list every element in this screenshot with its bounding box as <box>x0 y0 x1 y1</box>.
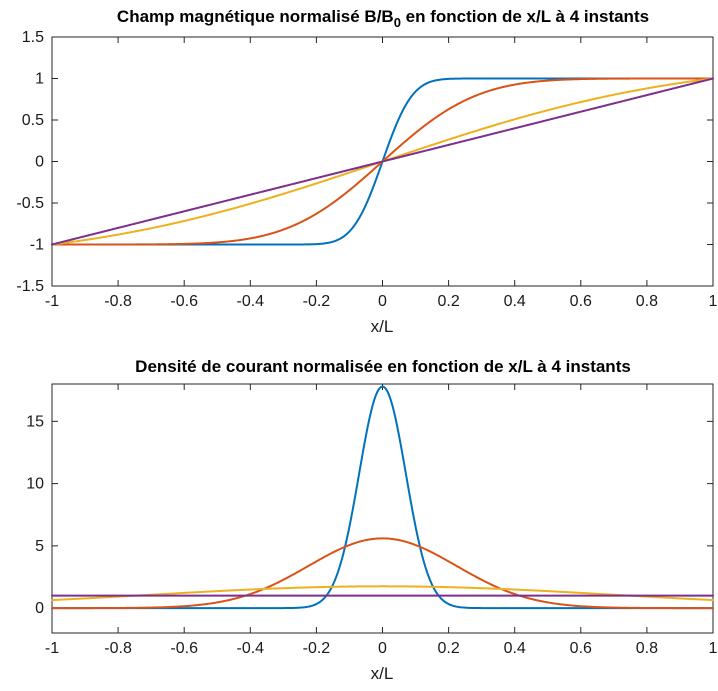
chart-current-density: Densité de courant normalisée en fonctio… <box>26 357 717 683</box>
x-tick-label: 0.8 <box>636 293 658 310</box>
x-tick-label: 0.6 <box>570 640 592 657</box>
y-tick-label: -1 <box>30 237 44 254</box>
tick-labels: -1 -0.8 -0.6 -0.4 -0.2 0 0.2 0.4 0.6 0.8 1-1.5-1-0… <box>16 29 717 310</box>
x-tick-label: -0.6 <box>170 293 198 310</box>
chart-title: Densité de courant normalisée en fonctio… <box>135 357 631 376</box>
x-tick-label: 0.8 <box>636 640 658 657</box>
x-tick-label: -0.2 <box>303 640 331 657</box>
chart-magnetic-field: Champ magnétique normalisé B/B0 en fonct… <box>16 7 717 336</box>
y-tick-label: 0 <box>35 154 44 171</box>
x-tick-label: -0.6 <box>170 640 198 657</box>
x-tick-label: 1 <box>709 293 718 310</box>
x-tick-label: 0.6 <box>570 293 592 310</box>
x-tick-label: 0.2 <box>437 293 459 310</box>
chart-title: Champ magnétique normalisé B/B0 en fonct… <box>117 7 649 30</box>
series-line-3 <box>51 585 714 602</box>
x-tick-label: -0.2 <box>303 293 331 310</box>
y-tick-label: -1.5 <box>16 278 44 295</box>
x-axis-label: x/L <box>371 664 394 683</box>
x-tick-label: 0 <box>378 293 387 310</box>
chart-title-subscript: 0 <box>394 15 401 30</box>
x-tick-label: 0 <box>378 640 387 657</box>
y-tick-label: 0.5 <box>22 112 44 129</box>
y-tick-label: 15 <box>26 413 44 430</box>
y-tick-label: -0.5 <box>16 195 44 212</box>
x-tick-label: -0.8 <box>104 293 132 310</box>
y-tick-label: 0 <box>35 600 44 617</box>
series-lines <box>51 385 714 610</box>
x-tick-label: 0.4 <box>504 293 526 310</box>
series-line-1 <box>51 385 714 610</box>
x-tick-label: -0.8 <box>104 640 132 657</box>
x-tick-label: -0.4 <box>237 293 265 310</box>
ticks <box>51 36 714 287</box>
y-tick-label: 10 <box>26 476 44 493</box>
series-line-4 <box>51 77 714 246</box>
y-tick-label: 5 <box>35 538 44 555</box>
x-tick-label: 1 <box>709 640 718 657</box>
x-tick-label: -0.4 <box>237 640 265 657</box>
x-axis-label: x/L <box>371 317 394 336</box>
series-line-2 <box>51 537 714 610</box>
x-tick-label: 0.4 <box>504 640 526 657</box>
series-lines <box>51 77 714 246</box>
x-tick-label: -1 <box>45 293 59 310</box>
chart-title-main: Champ magnétique normalisé B/B <box>117 7 394 26</box>
x-tick-label: 0.2 <box>437 640 459 657</box>
x-tick-label: -1 <box>45 640 59 657</box>
chart-title-tail: en fonction de x/L à 4 instants <box>401 7 649 26</box>
y-tick-label: 1 <box>35 71 44 88</box>
y-tick-label: 1.5 <box>22 29 44 46</box>
